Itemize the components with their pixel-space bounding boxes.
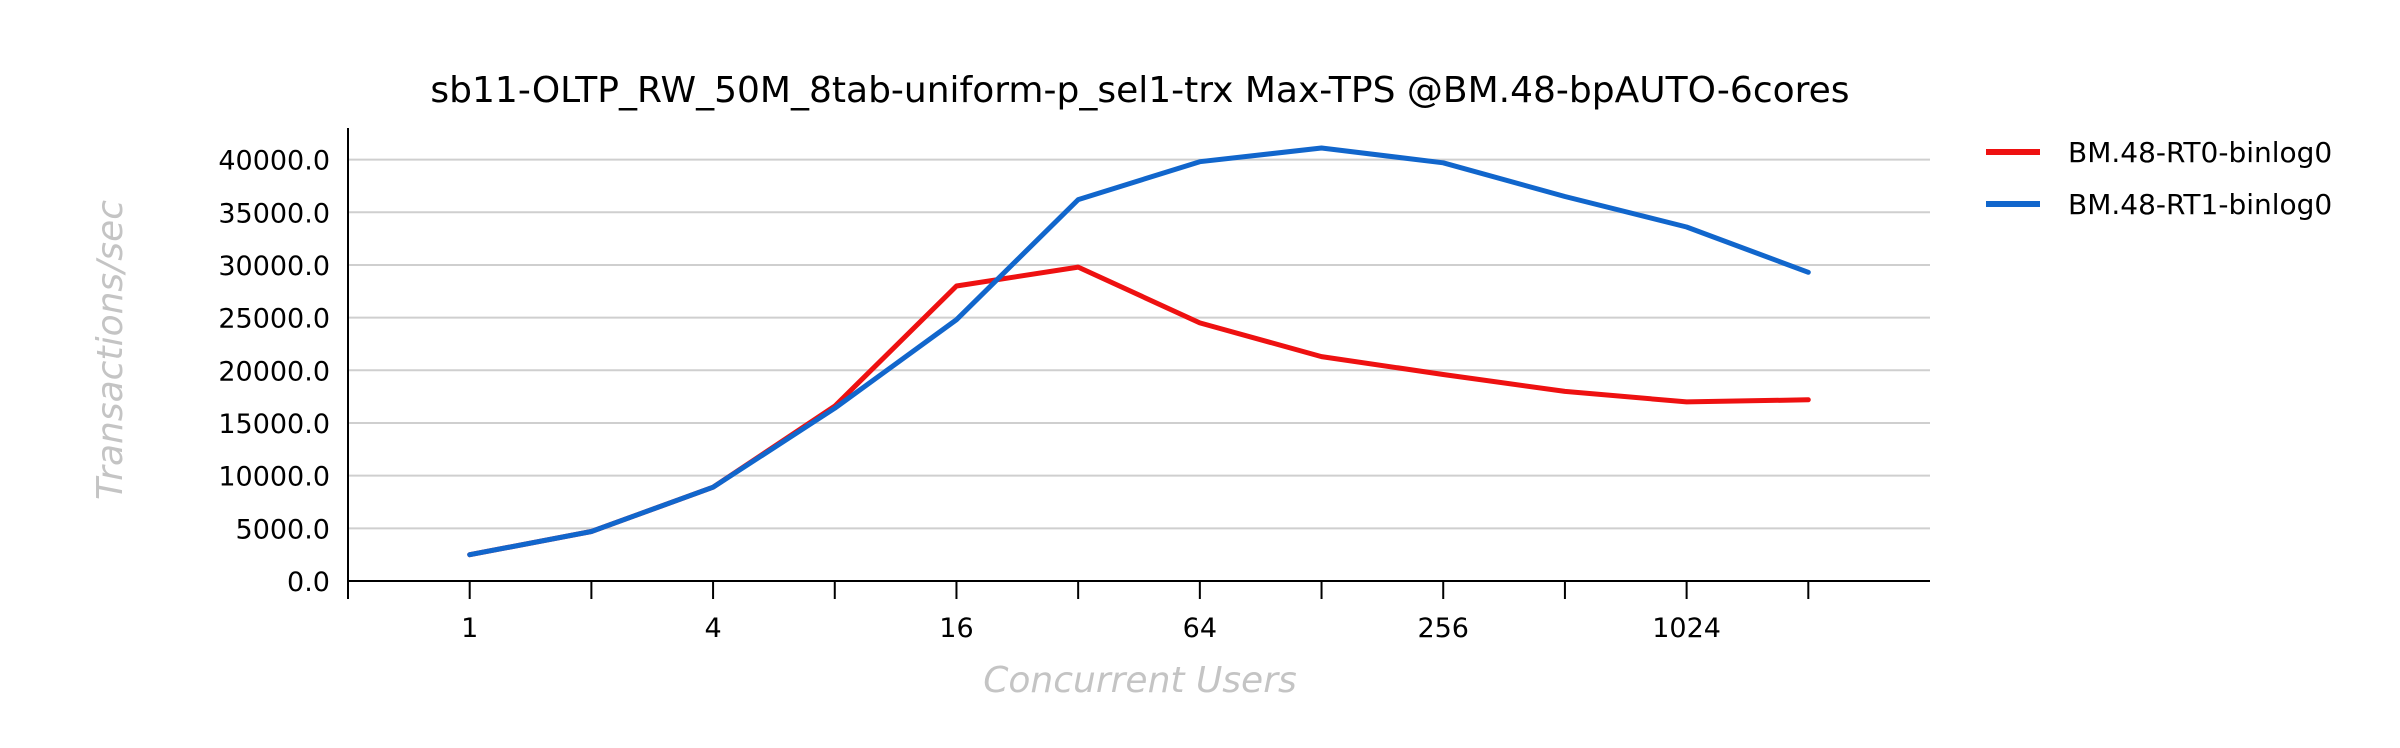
gridlines: [348, 158, 1930, 530]
series-line-2: [467, 145, 1811, 558]
y-tick-label: 5000.0: [236, 514, 330, 545]
y-tick-label: 35000.0: [218, 198, 330, 229]
x-tick-label: 1: [461, 613, 478, 644]
x-ticks: 1 4 16 64 256 1024: [347, 581, 1810, 644]
y-tick-label: 15000.0: [218, 409, 330, 440]
legend: BM.48-RT0-binlog0 BM.48-RT1-binlog0: [1986, 136, 2332, 221]
series-lines: [467, 145, 1811, 558]
legend-label: BM.48-RT1-binlog0: [2068, 188, 2332, 221]
y-tick-label: 30000.0: [218, 251, 330, 282]
y-tick-label: 20000.0: [218, 356, 330, 387]
x-tick-label: 64: [1183, 613, 1217, 644]
y-tick-labels: 0.0 5000.0 10000.0 15000.0 20000.0 25000.0 300…: [218, 146, 330, 598]
y-tick-label: 40000.0: [218, 146, 330, 177]
axes: [347, 128, 1930, 582]
y-tick-label: 25000.0: [218, 304, 330, 335]
x-axis-label: Concurrent Users: [983, 660, 1297, 701]
chart-title: sb11-OLTP_RW_50M_8tab-uniform-p_sel1-trx…: [430, 70, 1849, 111]
y-axis-label: Transactions/sec: [90, 200, 131, 500]
y-tick-label: 0.0: [287, 567, 330, 598]
x-tick-label: 16: [939, 613, 973, 644]
series-line-1: [467, 264, 1811, 558]
x-tick-label: 4: [704, 613, 721, 644]
x-tick-label: 1024: [1652, 613, 1721, 644]
y-tick-label: 10000.0: [218, 462, 330, 493]
legend-label: BM.48-RT0-binlog0: [2068, 136, 2332, 169]
x-tick-label: 256: [1417, 613, 1469, 644]
